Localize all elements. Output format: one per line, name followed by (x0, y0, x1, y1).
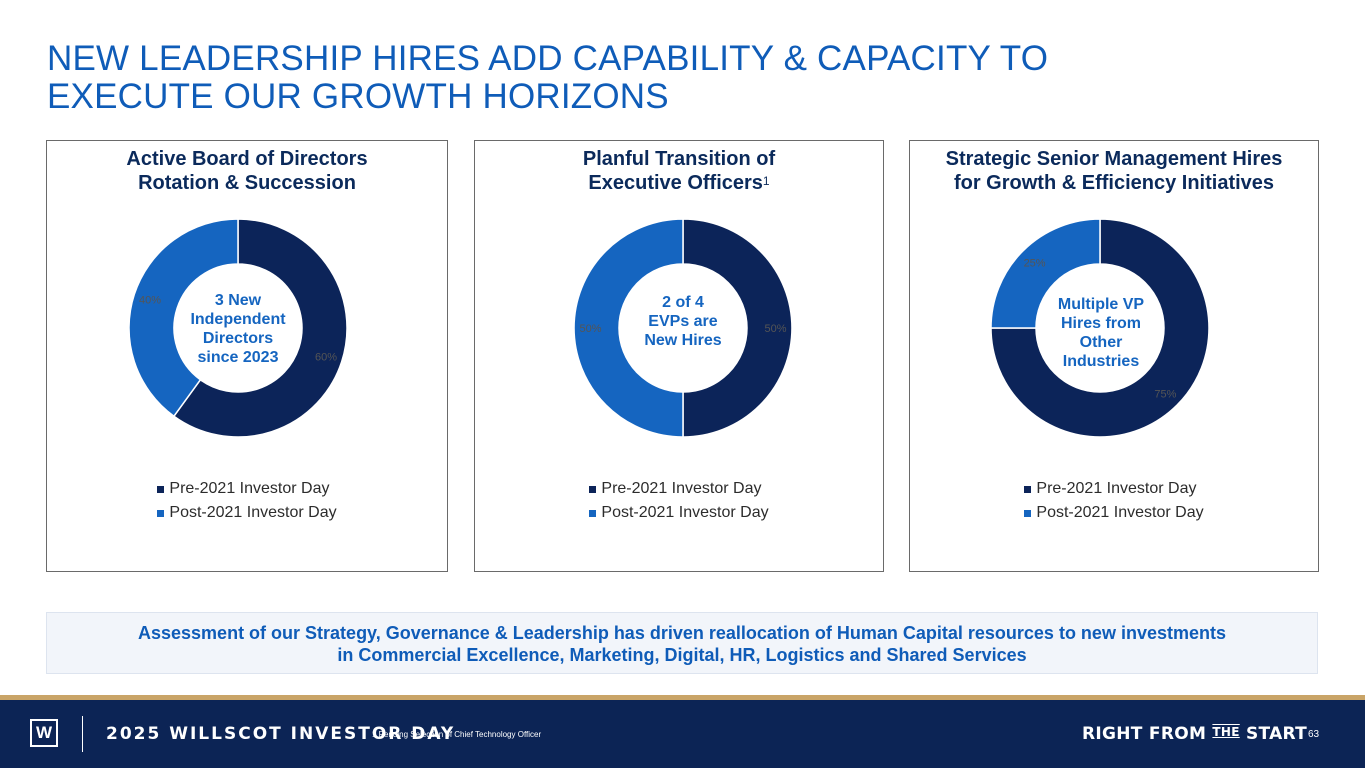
legend-label: Post-2021 Investor Day (169, 504, 337, 521)
donut-slice-pre-2021 (682, 218, 793, 438)
legend-label: Pre-2021 Investor Day (1036, 480, 1197, 497)
chart-legend: Pre-2021 Investor Day Post-2021 Investor… (47, 477, 447, 525)
donut-chart: 75% 25% (990, 218, 1210, 438)
accent-divider (0, 695, 1365, 700)
legend-swatch (1024, 509, 1032, 517)
donut-slice-post-2021 (990, 218, 1101, 329)
legend-item-pre: Pre-2021 Investor Day (589, 477, 761, 501)
center-line: 2 of 4 (662, 294, 704, 311)
logo-letter: W (35, 723, 53, 742)
page-title-line1: NEW LEADERSHIP HIRES ADD CAPABILITY & CA… (47, 39, 1049, 78)
donut-slice-pre-2021 (172, 218, 348, 438)
data-label: 50% (764, 323, 786, 335)
panel-title-line2: for Growth & Efficiency Initiatives (953, 172, 1275, 194)
donut-slice-post-2021 (573, 218, 684, 438)
panel-title-line1: Planful Transition of (582, 148, 776, 170)
center-line: Hires from (1060, 315, 1142, 332)
legend-item-post: Post-2021 Investor Day (589, 501, 769, 525)
center-line: Other (1079, 334, 1123, 351)
panel-executive-officers: Planful Transition of Executive Officers… (474, 140, 884, 572)
legend-swatch (1024, 485, 1032, 493)
chart-legend: Pre-2021 Investor Day Post-2021 Investor… (475, 477, 883, 525)
tagline-the: THE (1212, 725, 1240, 739)
panel-title-line1: Strategic Senior Management Hires (945, 148, 1283, 170)
summary-line2: in Commercial Excellence, Marketing, Dig… (337, 645, 1027, 665)
page-title: NEW LEADERSHIP HIRES ADD CAPABILITY & CA… (47, 40, 1197, 116)
legend-swatch (157, 509, 165, 517)
event-name: 2025 WILLSCOT INVESTOR DAY (106, 724, 456, 744)
panel-title: Active Board of Directors Rotation & Suc… (47, 147, 447, 195)
panel-title-line2: Rotation & Succession (138, 172, 356, 194)
legend-label: Pre-2021 Investor Day (601, 480, 762, 497)
willscot-logo: W (30, 719, 58, 747)
panel-title: Planful Transition of Executive Officers… (475, 147, 883, 195)
donut-chart: 60% 40% (128, 218, 348, 438)
center-line: Directors (202, 330, 274, 347)
legend-label: Post-2021 Investor Day (1036, 504, 1204, 521)
footnote: 1 Pending Selection of Chief Technology … (372, 730, 542, 739)
footer-bar: W 2025 WILLSCOT INVESTOR DAY 1 Pending S… (0, 700, 1365, 768)
data-label: 50% (579, 323, 601, 335)
legend-item-pre: Pre-2021 Investor Day (1024, 477, 1196, 501)
summary-callout: Assessment of our Strategy, Governance &… (46, 612, 1318, 674)
panel-title-line2: Executive Officers (588, 172, 763, 194)
center-line: Multiple VP (1057, 296, 1145, 313)
center-line: Independent (190, 311, 286, 328)
donut-center-label: 3 New Independent Directors since 2023 (183, 291, 293, 367)
donut-chart: 50% 50% (573, 218, 793, 438)
panel-title: Strategic Senior Management Hires for Gr… (910, 147, 1318, 195)
data-label: 75% (1154, 388, 1176, 400)
panel-senior-management: Strategic Senior Management Hires for Gr… (909, 140, 1319, 572)
tagline-part: START (1239, 724, 1308, 744)
donut-slice-post-2021 (128, 218, 239, 418)
legend-label: Pre-2021 Investor Day (169, 480, 330, 497)
chart-legend: Pre-2021 Investor Day Post-2021 Investor… (910, 477, 1318, 525)
data-label: 60% (315, 352, 337, 364)
center-line: since 2023 (197, 349, 279, 366)
legend-swatch (589, 509, 597, 517)
center-line: EVPs are (648, 313, 718, 330)
donut-center-label: 2 of 4 EVPs are New Hires (628, 293, 738, 350)
center-line: Industries (1062, 353, 1140, 370)
page-title-line2: EXECUTE OUR GROWTH HORIZONS (47, 77, 669, 116)
tagline-part: RIGHT FROM (1082, 724, 1213, 744)
footer-divider (82, 716, 83, 752)
summary-line1: Assessment of our Strategy, Governance &… (138, 623, 1226, 643)
center-line: 3 New (214, 292, 262, 309)
donut-center-label: Multiple VP Hires from Other Industries (1046, 295, 1156, 371)
data-label: 25% (1024, 258, 1046, 270)
panel-title-line1: Active Board of Directors (126, 148, 368, 170)
legend-item-pre: Pre-2021 Investor Day (157, 477, 329, 501)
panel-board-directors: Active Board of Directors Rotation & Suc… (46, 140, 448, 572)
data-label: 40% (139, 294, 161, 306)
legend-item-post: Post-2021 Investor Day (157, 501, 337, 525)
page-number: 63 (1308, 729, 1320, 740)
legend-swatch (589, 485, 597, 493)
footnote-marker: 1 (762, 174, 770, 188)
center-line: New Hires (644, 332, 722, 349)
legend-swatch (157, 485, 165, 493)
donut-slice-pre-2021 (990, 218, 1210, 438)
tagline: RIGHT FROM THE START (1082, 724, 1307, 744)
legend-label: Post-2021 Investor Day (601, 504, 769, 521)
legend-item-post: Post-2021 Investor Day (1024, 501, 1204, 525)
